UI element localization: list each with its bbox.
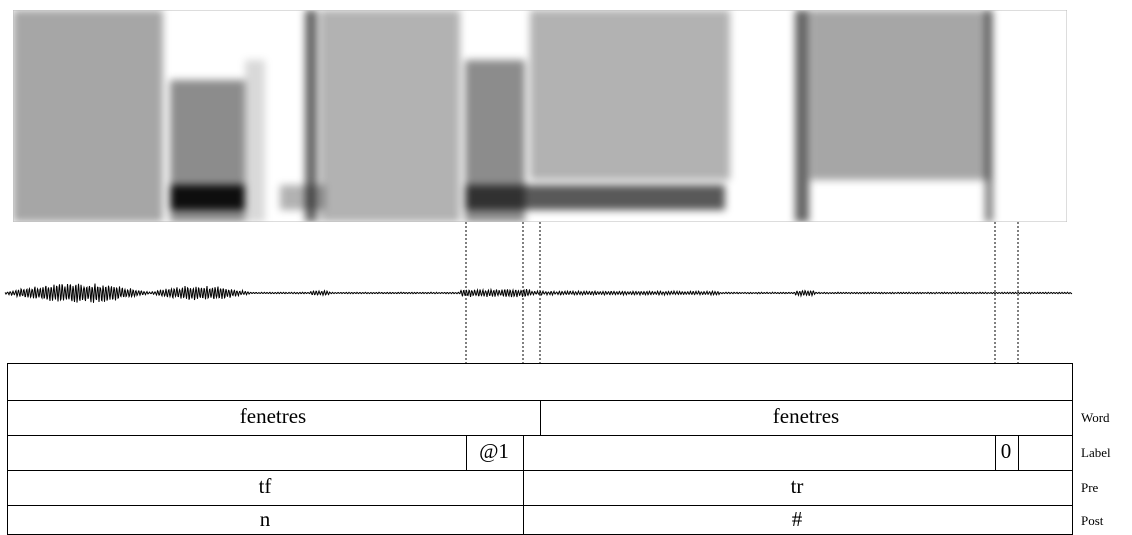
tier-name: Word: [1081, 410, 1110, 425]
tier-frame: [8, 364, 1073, 535]
pre-label: tf: [259, 474, 272, 498]
waveform: [5, 284, 1072, 303]
word-label: fenetres: [240, 404, 306, 428]
post-label: #: [792, 507, 803, 531]
segment-label: 0: [1001, 439, 1012, 463]
tier-name: Label: [1081, 445, 1111, 460]
tiers: fenetres fenetres @1 0 tf tr n # Word La…: [7, 364, 1111, 535]
annotation-figure: fenetres fenetres @1 0 tf tr n # Word La…: [0, 0, 1132, 535]
tier-name: Pre: [1081, 480, 1099, 495]
post-label: n: [260, 507, 271, 531]
tier-name: Post: [1081, 513, 1104, 528]
segment-label: @1: [479, 439, 509, 463]
word-label: fenetres: [773, 404, 839, 428]
spectrogram: [13, 10, 1067, 222]
pre-label: tr: [791, 474, 804, 498]
